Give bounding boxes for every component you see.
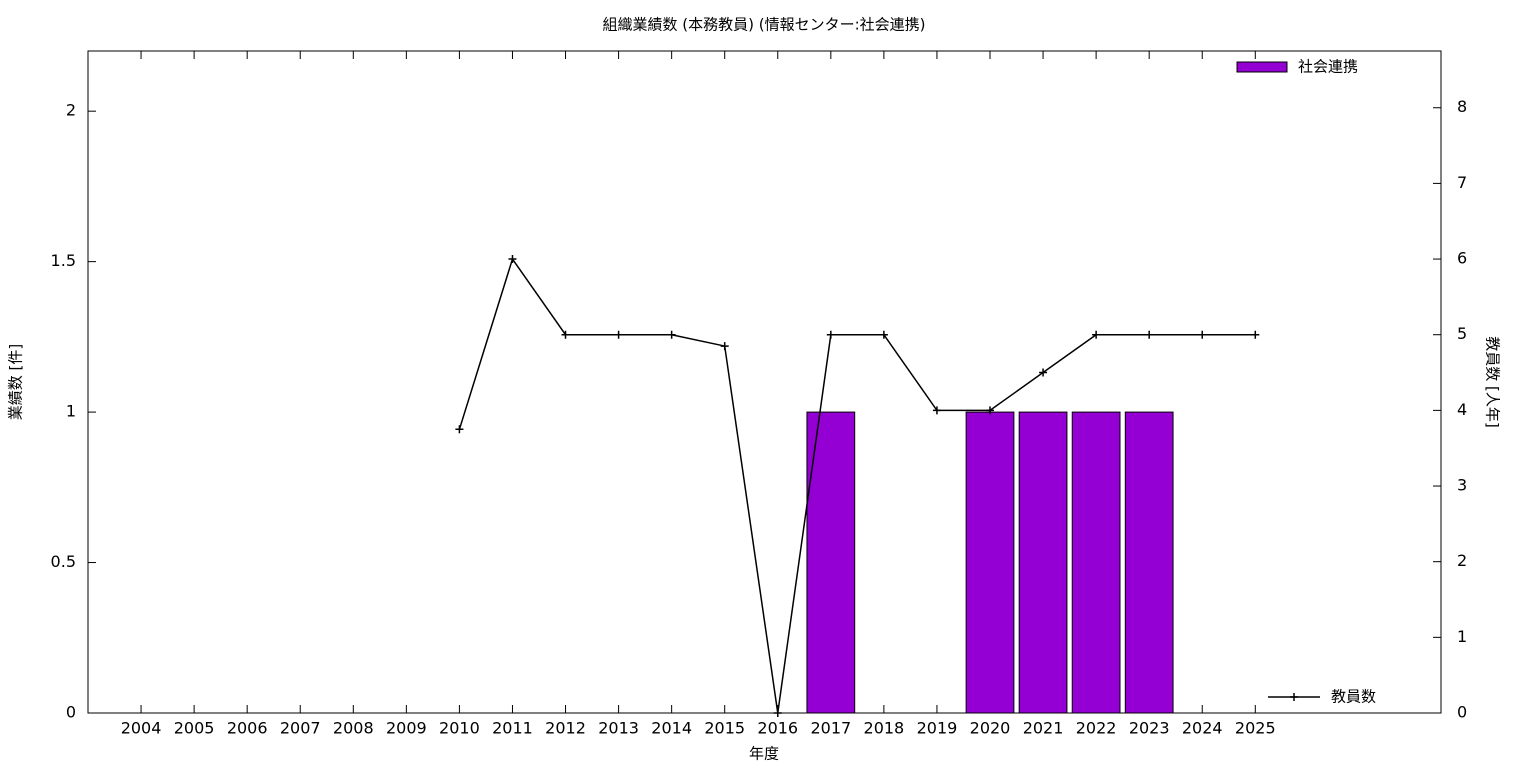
y-tick-label: 0	[66, 703, 76, 722]
point	[1039, 368, 1048, 377]
legend-swatch	[1236, 61, 1288, 73]
x-tick-label: 2021	[1023, 719, 1064, 738]
point	[561, 330, 570, 339]
x-tick-label: 2017	[810, 719, 851, 738]
legend-label: 社会連携	[1298, 58, 1358, 76]
y2-tick-label: 3	[1457, 476, 1467, 495]
point	[879, 330, 888, 339]
y2-tick-label: 5	[1457, 324, 1467, 343]
x-tick-label: 2004	[121, 719, 162, 738]
bar	[1124, 411, 1174, 714]
point	[1145, 330, 1154, 339]
point	[1092, 330, 1101, 339]
y2-tick-label: 7	[1457, 173, 1467, 192]
y2-tick-label: 6	[1457, 249, 1467, 268]
x-tick-label: 2018	[864, 719, 905, 738]
y-tick-label: 0.5	[51, 552, 76, 571]
point	[614, 330, 623, 339]
plot-frame	[87, 50, 1442, 714]
y-tick-label: 1.5	[51, 251, 76, 270]
point	[667, 330, 676, 339]
point	[826, 330, 835, 339]
x-tick-label: 2005	[174, 719, 215, 738]
point	[932, 406, 941, 415]
x-tick-label: 2020	[970, 719, 1011, 738]
x-tick-label: 2011	[492, 719, 533, 738]
bar	[1018, 411, 1068, 714]
x-tick-label: 2023	[1129, 719, 1170, 738]
point	[455, 425, 464, 434]
x-tick-label: 2008	[333, 719, 374, 738]
bar	[965, 411, 1015, 714]
y-tick-label: 1	[66, 402, 76, 421]
y2-axis-label: 教員数 [人年]	[1484, 336, 1502, 427]
y2-tick-label: 4	[1457, 400, 1467, 419]
legend-label: 教員数	[1331, 688, 1376, 706]
x-axis-label: 年度	[749, 745, 779, 763]
chart-title: 組織業績数 (本務教員) (情報センター:社会連携)	[602, 16, 925, 34]
point	[1251, 330, 1260, 339]
x-tick-label: 2013	[598, 719, 639, 738]
bar	[1071, 411, 1121, 714]
y2-tick-label: 8	[1457, 97, 1467, 116]
x-tick-label: 2022	[1076, 719, 1117, 738]
x-tick-label: 2016	[757, 719, 798, 738]
x-tick-label: 2007	[280, 719, 321, 738]
x-tick-label: 2012	[545, 719, 586, 738]
y2-tick-label: 0	[1457, 703, 1467, 722]
x-tick-label: 2019	[917, 719, 958, 738]
y2-tick-label: 1	[1457, 627, 1467, 646]
point	[1198, 330, 1207, 339]
point	[720, 342, 729, 351]
x-tick-label: 2010	[439, 719, 480, 738]
x-tick-label: 2009	[386, 719, 427, 738]
x-tick-label: 2015	[704, 719, 745, 738]
point	[508, 255, 517, 264]
y2-tick-label: 2	[1457, 551, 1467, 570]
point	[773, 709, 782, 717]
x-tick-label: 2024	[1182, 719, 1223, 738]
legend-swatch	[1290, 693, 1298, 701]
bar	[806, 411, 856, 714]
x-tick-label: 2025	[1235, 719, 1276, 738]
line	[458, 257, 1256, 714]
x-tick-label: 2006	[227, 719, 268, 738]
y-tick-label: 2	[66, 101, 76, 120]
point	[986, 406, 994, 415]
x-tick-label: 2014	[651, 719, 692, 738]
y-axis-label: 業績数 [件]	[7, 344, 25, 420]
